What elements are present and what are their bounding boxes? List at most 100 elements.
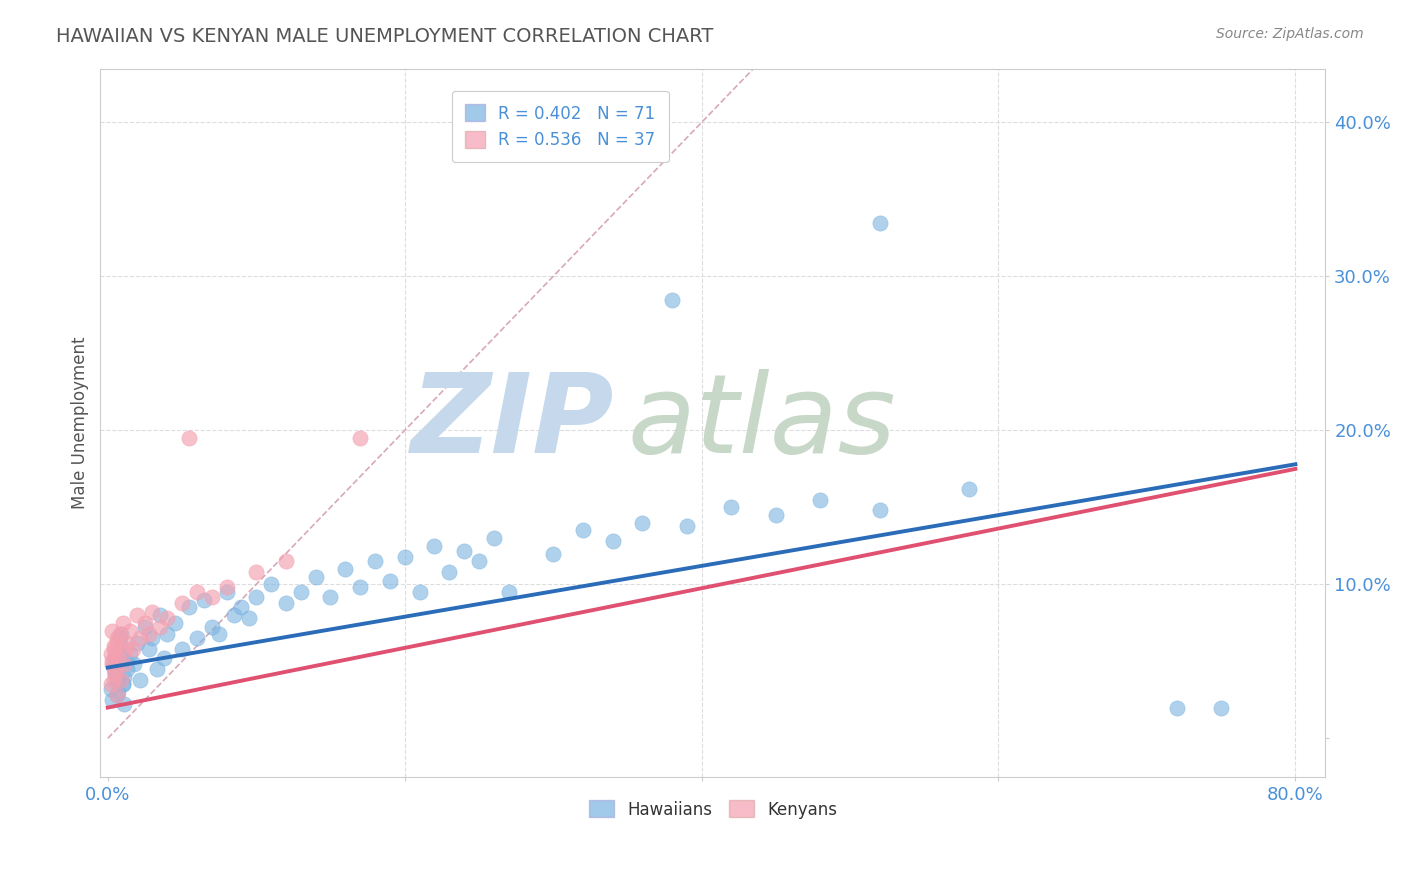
Point	[349, 431, 371, 445]
Point	[193, 592, 215, 607]
Point	[156, 611, 179, 625]
Point	[394, 549, 416, 564]
Point	[110, 647, 132, 661]
Point	[141, 605, 163, 619]
Point	[231, 600, 253, 615]
Point	[134, 620, 156, 634]
Point	[153, 651, 176, 665]
Point	[110, 673, 132, 687]
Point	[112, 670, 135, 684]
Point	[290, 585, 312, 599]
Text: HAWAIIAN VS KENYAN MALE UNEMPLOYMENT CORRELATION CHART: HAWAIIAN VS KENYAN MALE UNEMPLOYMENT COR…	[56, 27, 714, 45]
Text: Source: ZipAtlas.com: Source: ZipAtlas.com	[1216, 27, 1364, 41]
Legend: Hawaiians, Kenyans: Hawaiians, Kenyans	[582, 794, 844, 825]
Point	[186, 632, 208, 646]
Point	[129, 673, 152, 687]
Point	[115, 636, 138, 650]
Y-axis label: Male Unemployment: Male Unemployment	[72, 336, 89, 509]
Point	[215, 581, 238, 595]
Point	[260, 577, 283, 591]
Point	[274, 596, 297, 610]
Point	[107, 651, 129, 665]
Point	[103, 642, 125, 657]
Point	[114, 642, 136, 657]
Point	[105, 632, 128, 646]
Point	[145, 662, 167, 676]
Point	[222, 608, 245, 623]
Point	[156, 626, 179, 640]
Point	[675, 519, 697, 533]
Point	[720, 500, 742, 515]
Text: ZIP: ZIP	[411, 369, 614, 476]
Point	[439, 565, 461, 579]
Point	[111, 677, 134, 691]
Point	[149, 608, 172, 623]
Point	[765, 508, 787, 522]
Point	[149, 620, 172, 634]
Point	[423, 539, 446, 553]
Point	[498, 585, 520, 599]
Point	[869, 503, 891, 517]
Point	[105, 688, 128, 702]
Point	[1211, 700, 1233, 714]
Point	[101, 624, 124, 638]
Point	[201, 590, 224, 604]
Point	[335, 562, 357, 576]
Point	[101, 693, 124, 707]
Point	[482, 531, 505, 545]
Point	[957, 482, 980, 496]
Point	[541, 547, 564, 561]
Point	[100, 682, 122, 697]
Point	[304, 570, 326, 584]
Point	[378, 574, 401, 589]
Point	[208, 626, 231, 640]
Point	[201, 620, 224, 634]
Point	[141, 632, 163, 646]
Point	[179, 431, 201, 445]
Point	[110, 626, 132, 640]
Point	[107, 685, 129, 699]
Point	[808, 492, 831, 507]
Point	[104, 666, 127, 681]
Point	[103, 639, 125, 653]
Point	[127, 636, 149, 650]
Point	[138, 626, 160, 640]
Point	[602, 534, 624, 549]
Point	[134, 615, 156, 630]
Point	[114, 654, 136, 668]
Point	[104, 662, 127, 676]
Point	[100, 677, 122, 691]
Point	[105, 673, 128, 687]
Point	[186, 585, 208, 599]
Point	[170, 596, 193, 610]
Point	[1166, 700, 1188, 714]
Point	[115, 662, 138, 676]
Point	[631, 516, 654, 530]
Point	[453, 543, 475, 558]
Point	[170, 642, 193, 657]
Point	[108, 626, 131, 640]
Point	[104, 647, 127, 661]
Point	[869, 215, 891, 229]
Point	[129, 632, 152, 646]
Point	[127, 608, 149, 623]
Point	[179, 600, 201, 615]
Point	[215, 585, 238, 599]
Point	[238, 611, 260, 625]
Point	[118, 624, 141, 638]
Point	[111, 677, 134, 691]
Point	[101, 657, 124, 672]
Point	[245, 565, 267, 579]
Point	[107, 673, 129, 687]
Point	[319, 590, 342, 604]
Point	[118, 647, 141, 661]
Point	[101, 654, 124, 668]
Point	[103, 657, 125, 672]
Point	[108, 632, 131, 646]
Point	[112, 698, 135, 712]
Point	[105, 688, 128, 702]
Point	[572, 524, 595, 538]
Text: atlas: atlas	[627, 369, 896, 476]
Point	[661, 293, 683, 307]
Point	[124, 657, 146, 672]
